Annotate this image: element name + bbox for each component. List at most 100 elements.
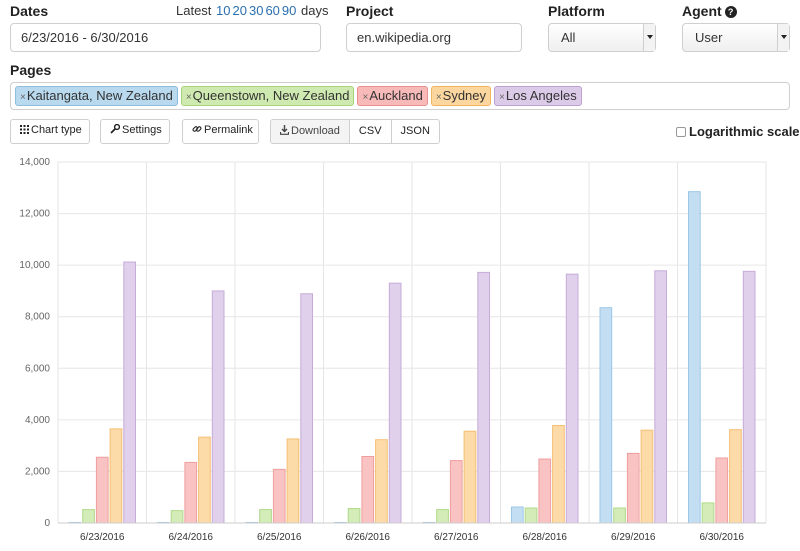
latest-90-link[interactable]: 90 xyxy=(281,3,297,18)
latest-10-link[interactable]: 10 xyxy=(216,3,231,18)
page-chip-sydney[interactable]: ×Sydney xyxy=(430,86,492,106)
bar xyxy=(184,461,198,524)
log-scale-label: Logarithmic scale xyxy=(689,124,800,139)
bar xyxy=(436,509,449,524)
date-range-input[interactable]: 6/23/2016 - 6/30/2016 xyxy=(10,23,321,52)
download-icon xyxy=(279,125,290,135)
download-group: Download CSV JSON xyxy=(270,119,440,144)
bar xyxy=(300,293,313,524)
y-tick-label: 8,000 xyxy=(25,312,50,323)
bar xyxy=(688,191,701,524)
chart-type-button[interactable]: Chart type xyxy=(10,119,90,144)
bar xyxy=(286,438,300,524)
x-tick-label: 6/27/2016 xyxy=(434,532,479,543)
bar xyxy=(82,509,95,524)
y-tick-label: 6,000 xyxy=(25,363,50,374)
grid-icon xyxy=(20,125,29,134)
chevron-down-icon xyxy=(777,24,789,51)
pages-label: Pages xyxy=(10,62,52,78)
latest-prefix: Latest xyxy=(176,3,212,18)
x-tick-label: 6/25/2016 xyxy=(257,532,302,543)
bar-chart: 0 2,000 4,000 6,000 8,000 10,000 12,000 14,000 6… xyxy=(19,157,767,543)
bar xyxy=(449,460,463,524)
x-tick-label: 6/26/2016 xyxy=(346,532,391,543)
page-chip-label: Los Angeles xyxy=(505,88,577,103)
bar xyxy=(259,509,272,524)
bar xyxy=(729,429,742,524)
log-scale-checkbox[interactable] xyxy=(676,127,686,137)
page-chip-label: Kaitangata, New Zealand xyxy=(26,88,173,103)
bar xyxy=(626,452,640,524)
agent-select[interactable]: User xyxy=(682,23,790,52)
chevron-down-icon xyxy=(643,24,655,51)
x-tick-label: 6/30/2016 xyxy=(700,532,745,543)
latest-20-link[interactable]: 20 xyxy=(232,3,247,18)
y-tick-label: 0 xyxy=(44,518,50,529)
page-chip-queenstown[interactable]: ×Queenstown, New Zealand xyxy=(180,86,355,106)
latest-days-selector: Latest 10 20 30 60 90 days xyxy=(176,3,328,18)
latest-suffix: days xyxy=(301,3,329,18)
bar xyxy=(538,458,552,524)
bar xyxy=(613,507,626,524)
bar xyxy=(640,429,654,524)
page-chip-los-angeles[interactable]: ×Los Angeles xyxy=(494,86,582,106)
page-chip-kaitangata[interactable]: ×Kaitangata, New Zealand xyxy=(15,86,178,106)
bar xyxy=(211,290,225,524)
platform-select[interactable]: All xyxy=(548,23,656,52)
bar xyxy=(599,307,613,524)
permalink-button[interactable]: Permalink xyxy=(182,119,259,144)
bar xyxy=(95,456,109,524)
bar xyxy=(361,455,375,524)
remove-icon[interactable]: × xyxy=(499,92,505,103)
remove-icon[interactable]: × xyxy=(20,92,26,103)
bar xyxy=(715,457,729,524)
latest-60-link[interactable]: 60 xyxy=(265,3,280,18)
agent-label: Agent? xyxy=(682,3,737,19)
settings-button[interactable]: Settings xyxy=(100,119,170,144)
y-tick-label: 4,000 xyxy=(25,415,50,426)
log-scale-toggle[interactable]: Logarithmic scale xyxy=(676,124,800,139)
bar xyxy=(272,468,286,524)
bar xyxy=(701,502,715,524)
csv-button[interactable]: CSV xyxy=(348,120,391,143)
download-button[interactable]: Download xyxy=(271,120,349,143)
platform-value: All xyxy=(561,30,576,45)
agent-value: User xyxy=(695,30,723,45)
download-label: Download xyxy=(291,125,340,137)
page-chip-label: Queenstown, New Zealand xyxy=(192,88,350,103)
bar xyxy=(477,271,490,524)
page-chip-label: Auckland xyxy=(369,88,423,103)
bar xyxy=(742,270,756,524)
bar xyxy=(375,439,388,524)
bar xyxy=(198,436,211,524)
y-tick-label: 10,000 xyxy=(19,260,50,271)
remove-icon[interactable]: × xyxy=(435,92,442,103)
wrench-icon xyxy=(110,123,121,134)
x-tick-label: 6/29/2016 xyxy=(611,532,656,543)
remove-icon[interactable]: × xyxy=(185,92,192,103)
x-tick-label: 6/23/2016 xyxy=(80,532,125,543)
link-icon xyxy=(192,126,202,132)
project-input[interactable]: en.wikipedia.org xyxy=(346,23,522,52)
page-chip-label: Sydney xyxy=(442,88,487,103)
pages-input[interactable]: ×Kaitangata, New Zealand ×Queenstown, New… xyxy=(10,82,790,110)
json-button[interactable]: JSON xyxy=(390,120,439,143)
bar xyxy=(347,508,361,524)
remove-icon[interactable]: × xyxy=(362,92,369,103)
bar xyxy=(109,428,123,524)
dates-label: Dates xyxy=(10,3,49,19)
settings-label: Settings xyxy=(122,124,162,136)
permalink-label: Permalink xyxy=(204,124,253,136)
y-tick-label: 2,000 xyxy=(25,466,50,477)
bar xyxy=(511,506,524,524)
x-tick-label: 6/28/2016 xyxy=(523,532,568,543)
bar xyxy=(524,507,538,524)
bar xyxy=(388,282,402,524)
chart-type-label: Chart type xyxy=(31,124,82,136)
latest-30-link[interactable]: 30 xyxy=(248,3,264,18)
question-circle-icon[interactable]: ? xyxy=(724,6,737,18)
bar xyxy=(170,510,184,524)
x-tick-label: 6/24/2016 xyxy=(169,532,214,543)
page-chip-auckland[interactable]: ×Auckland xyxy=(357,86,428,106)
bar xyxy=(565,273,579,524)
